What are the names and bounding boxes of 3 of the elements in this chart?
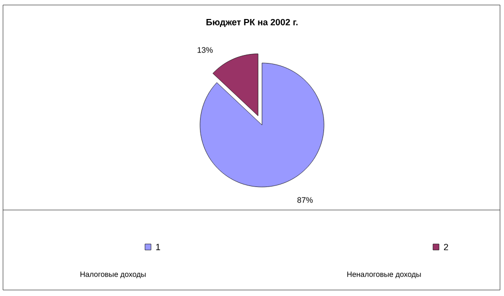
- legend-label: 1: [156, 244, 160, 250]
- chart-title: Бюджет РК на 2002 г.: [206, 18, 298, 28]
- legend-label: 2: [444, 244, 448, 250]
